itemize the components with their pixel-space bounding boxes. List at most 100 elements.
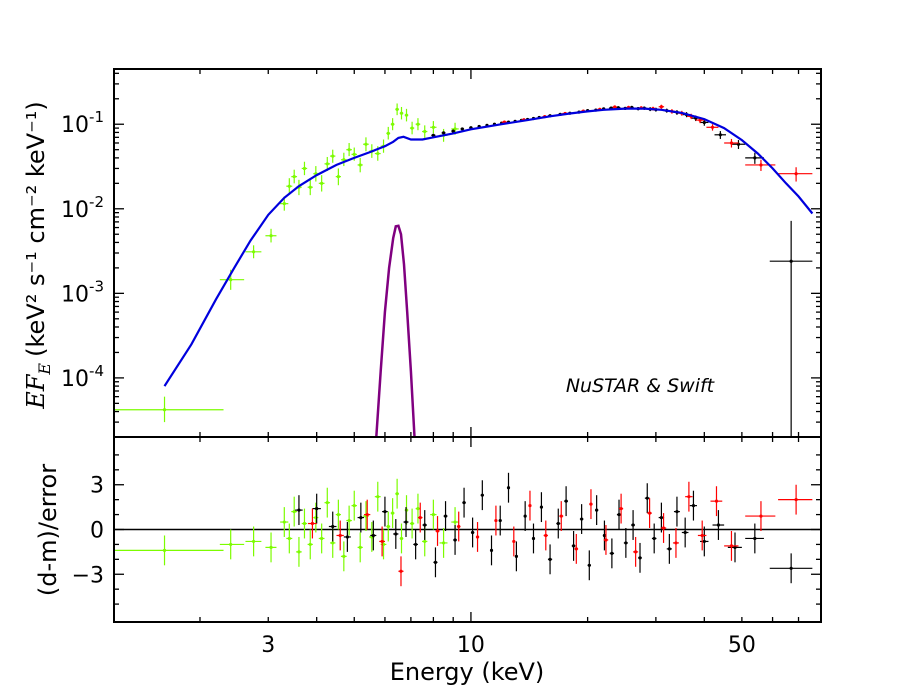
point-marker: [733, 545, 737, 550]
residual-point: [603, 525, 609, 555]
point-marker: [302, 166, 307, 171]
point-marker: [404, 113, 409, 117]
point-marker: [451, 129, 455, 133]
point-marker: [287, 536, 291, 541]
point-marker: [416, 507, 420, 511]
residual-point: [390, 498, 395, 529]
point-marker: [325, 501, 329, 505]
data-point: [318, 175, 325, 192]
residual-point: [651, 523, 657, 554]
point-marker: [380, 539, 384, 544]
swift-xrt-residuals: [114, 478, 459, 572]
point-marker: [391, 122, 395, 126]
residual-point: [245, 526, 262, 557]
point-marker: [638, 556, 642, 560]
point-marker: [441, 131, 446, 135]
point-marker: [443, 514, 448, 518]
x-tick-label: 10: [457, 633, 485, 658]
y-label-units: (keV² s⁻¹ cm⁻² keV⁻¹): [22, 101, 50, 357]
residual-point: [589, 489, 593, 520]
point-marker: [395, 107, 399, 111]
point-marker: [282, 202, 286, 206]
data-point: [422, 125, 428, 138]
point-marker: [531, 536, 536, 541]
data-point: [409, 121, 415, 135]
spectrum-ticks: 10-1 10-2 10-3 10-4: [61, 69, 821, 438]
point-marker: [364, 142, 368, 146]
data-point: [335, 168, 341, 186]
residual-point: [689, 490, 698, 521]
point-marker: [297, 508, 301, 512]
point-marker: [617, 512, 621, 517]
point-marker: [528, 504, 532, 508]
residual-point: [489, 535, 494, 566]
residual-point: [470, 517, 475, 548]
point-marker: [358, 163, 362, 167]
residual-point: [697, 520, 707, 551]
residual-point: [539, 492, 544, 523]
point-marker: [498, 518, 502, 523]
point-marker: [386, 524, 390, 529]
residual-point: [480, 480, 484, 511]
point-marker: [308, 185, 312, 189]
residual-point: [631, 510, 635, 540]
point-marker: [647, 511, 652, 515]
data-point: [390, 118, 395, 131]
point-marker: [395, 492, 399, 496]
point-marker: [489, 548, 494, 552]
data-point: [724, 138, 739, 148]
residual-point: [681, 517, 689, 548]
point-marker: [602, 533, 607, 538]
residual-point: [439, 528, 448, 558]
residual-point: [494, 505, 498, 536]
residual-point: [301, 508, 308, 539]
residual-point: [280, 507, 289, 537]
residual-point: [710, 486, 723, 517]
point-marker: [789, 566, 793, 570]
point-marker: [325, 162, 329, 166]
point-marker: [320, 536, 324, 541]
residual-point: [415, 493, 421, 524]
residual-point: [462, 487, 466, 518]
point-marker: [462, 501, 466, 505]
point-marker: [331, 524, 335, 529]
point-marker: [453, 127, 457, 131]
point-marker: [457, 524, 461, 529]
residual-point: [528, 490, 532, 521]
residual-point: [395, 478, 399, 509]
point-marker: [548, 557, 552, 561]
residual-point: [291, 496, 298, 527]
residual-point: [595, 495, 599, 526]
residual-point: [409, 508, 415, 539]
point-marker: [753, 536, 757, 541]
point-marker: [514, 554, 518, 558]
point-marker: [381, 542, 386, 547]
point-marker: [376, 151, 380, 156]
residual-point: [587, 550, 591, 581]
point-marker: [342, 554, 346, 558]
data-point: [706, 124, 719, 131]
residual-point: [374, 481, 381, 512]
data-point: [357, 157, 363, 173]
y-tick-label: −3: [72, 563, 104, 588]
point-marker: [702, 120, 706, 125]
residual-point: [616, 499, 622, 530]
point-marker: [794, 498, 798, 502]
residual-point: [672, 528, 679, 558]
residual-point: [403, 507, 409, 537]
residual-point: [357, 532, 363, 563]
residual-point: [393, 519, 399, 549]
residual-point: [727, 532, 742, 563]
y-tick-label: 0: [90, 519, 104, 544]
point-marker: [358, 545, 362, 550]
residual-point: [363, 501, 369, 531]
point-marker: [718, 133, 722, 137]
point-marker: [347, 518, 351, 523]
data-point: [291, 169, 298, 184]
point-marker: [645, 496, 649, 500]
data-point: [430, 121, 437, 134]
data-point: [330, 149, 336, 163]
point-marker: [759, 514, 763, 518]
point-marker: [610, 551, 614, 555]
data-point: [700, 119, 709, 126]
